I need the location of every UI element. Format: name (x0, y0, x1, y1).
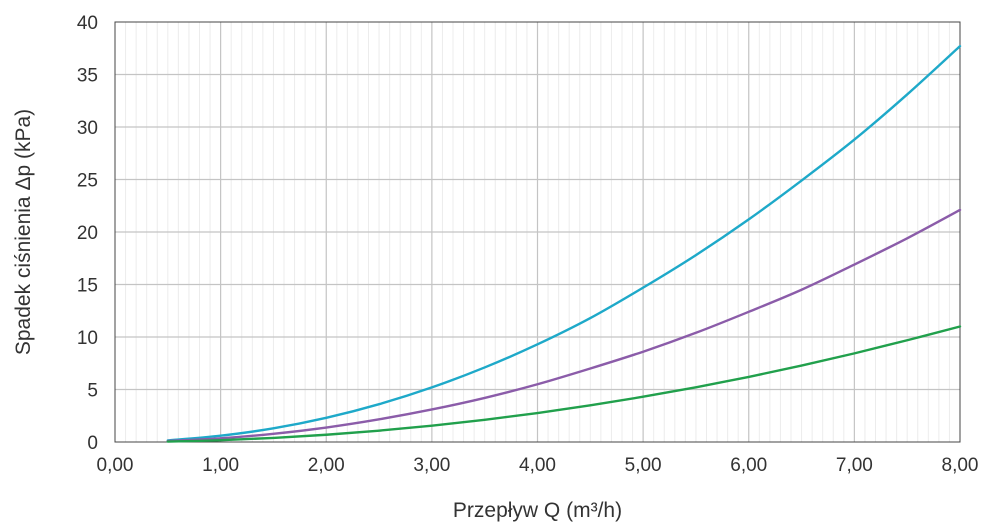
x-tick-label: 0,00 (97, 455, 134, 476)
x-tick-label: 8,00 (942, 455, 979, 476)
y-tick-label: 25 (77, 171, 98, 192)
x-tick-label: 4,00 (519, 455, 556, 476)
y-tick-label: 5 (87, 381, 98, 402)
y-tick-label: 15 (77, 276, 98, 297)
y-tick-label: 10 (77, 328, 98, 349)
plot-frame (114, 21, 961, 443)
y-tick-label: 0 (87, 433, 98, 454)
major-gridlines (115, 22, 960, 442)
y-axis-ticks: 0 5 10 15 20 25 30 35 40 (77, 13, 98, 454)
x-axis-title: Przepływ Q (m³/h) (453, 499, 622, 522)
x-tick-label: 7,00 (836, 455, 873, 476)
y-tick-label: 35 (77, 66, 98, 87)
y-tick-label: 40 (77, 13, 98, 34)
x-tick-label: 6,00 (730, 455, 767, 476)
series-line-2 (166, 208, 962, 443)
y-tick-label: 20 (77, 223, 98, 244)
series-line-3 (166, 325, 962, 443)
series-layer (166, 44, 962, 443)
x-tick-label: 5,00 (625, 455, 662, 476)
y-tick-label: 30 (77, 118, 98, 139)
series-line-1 (166, 44, 962, 442)
y-axis-title: Spadek ciśnienia Δp (kPa) (12, 109, 35, 355)
x-tick-label: 1,00 (202, 455, 239, 476)
x-axis-ticks: 0,00 1,00 2,00 3,00 4,00 5,00 6,00 7,00 8,00 (97, 455, 979, 476)
x-tick-label: 2,00 (308, 455, 345, 476)
x-tick-label: 3,00 (413, 455, 450, 476)
